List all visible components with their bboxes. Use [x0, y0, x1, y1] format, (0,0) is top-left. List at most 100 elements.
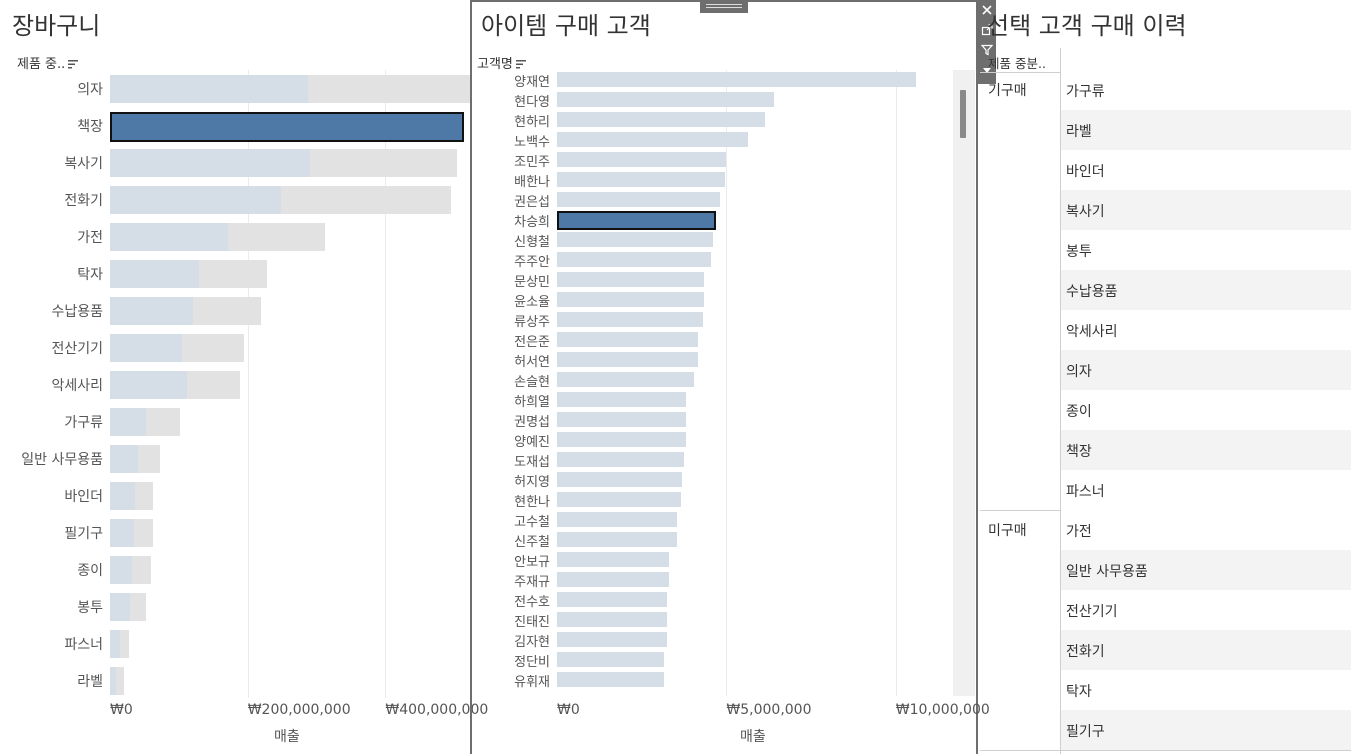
group-label[interactable]: 미구매	[988, 523, 1027, 539]
bar[interactable]	[557, 432, 686, 447]
bar-row[interactable]: 김자현	[472, 630, 950, 650]
customer-label[interactable]: 주재규	[514, 575, 550, 590]
bar-row[interactable]: 안보규	[472, 550, 950, 570]
bar-row[interactable]: 악세사리	[0, 366, 468, 403]
table-row[interactable]: 전산기기	[1061, 590, 1351, 630]
bar[interactable]	[557, 632, 668, 647]
bar[interactable]	[557, 592, 668, 607]
customer-label[interactable]: 진태진	[514, 615, 550, 630]
bar-row[interactable]: 류상주	[472, 310, 950, 330]
customer-label[interactable]: 허지영	[514, 475, 550, 490]
more-options-icon[interactable]	[978, 60, 996, 80]
bar-row[interactable]: 전은준	[472, 330, 950, 350]
bar[interactable]	[557, 532, 678, 547]
customer-label[interactable]: 조민주	[514, 155, 550, 170]
scrollbar-thumb[interactable]	[960, 90, 966, 138]
bar[interactable]	[557, 612, 668, 627]
bar-part[interactable]	[110, 407, 147, 436]
bar-row[interactable]: 가구류	[0, 403, 468, 440]
customer-label[interactable]: 류상주	[514, 315, 550, 330]
customer-label[interactable]: 노백수	[514, 135, 550, 150]
customer-label[interactable]: 권은섭	[514, 195, 550, 210]
bar-row[interactable]: 정단비	[472, 650, 950, 670]
customer-label[interactable]: 도재섭	[514, 455, 550, 470]
bar[interactable]	[557, 192, 720, 207]
bar-part[interactable]	[110, 444, 138, 473]
bar-row[interactable]: 전화기	[0, 181, 468, 218]
bar-part[interactable]	[110, 74, 309, 103]
bar-row[interactable]: 책장	[0, 107, 468, 144]
customer-label[interactable]: 하희열	[514, 395, 550, 410]
bar[interactable]	[557, 552, 669, 567]
bar-row[interactable]: 권명섭	[472, 410, 950, 430]
bar-row[interactable]: 권은섭	[472, 190, 950, 210]
category-label[interactable]: 바인더	[64, 488, 103, 505]
bar-part[interactable]	[110, 666, 117, 695]
bar[interactable]	[557, 512, 678, 527]
bar-row[interactable]: 필기구	[0, 514, 468, 551]
table-row[interactable]: 책장	[1061, 430, 1351, 470]
bar-row[interactable]: 배한나	[472, 170, 950, 190]
customer-label[interactable]: 유휘재	[514, 675, 550, 690]
bar[interactable]	[557, 72, 917, 87]
customer-label[interactable]: 허서연	[514, 355, 550, 370]
bar-row[interactable]: 전수호	[472, 590, 950, 610]
category-label[interactable]: 파스너	[64, 636, 103, 653]
bar-row[interactable]: 라벨	[0, 662, 468, 699]
table-row[interactable]: 파스너	[1061, 470, 1351, 510]
vertical-scrollbar[interactable]	[953, 70, 975, 696]
bar-row[interactable]: 도재섭	[472, 450, 950, 470]
category-label[interactable]: 악세사리	[51, 377, 103, 394]
bar-row[interactable]: 문상민	[472, 270, 950, 290]
bar-part[interactable]	[110, 629, 121, 658]
sort-icon[interactable]	[515, 60, 526, 69]
customer-label[interactable]: 전수호	[514, 595, 550, 610]
bar-selected[interactable]	[557, 211, 717, 230]
bar[interactable]	[557, 472, 683, 487]
bar[interactable]	[557, 92, 774, 107]
bar-part[interactable]	[110, 555, 133, 584]
customer-label[interactable]: 양재연	[514, 75, 550, 90]
bar[interactable]	[557, 652, 664, 667]
bar-row[interactable]: 유휘재	[472, 670, 950, 690]
filter-icon[interactable]	[978, 40, 996, 60]
table-row[interactable]: 봉투	[1061, 230, 1351, 270]
table-row[interactable]: 가전	[1061, 510, 1351, 550]
bar-row[interactable]: 전산기기	[0, 329, 468, 366]
bar-part[interactable]	[110, 185, 282, 214]
bar-row[interactable]: 주재규	[472, 570, 950, 590]
customer-label[interactable]: 현한나	[514, 495, 550, 510]
customer-label[interactable]: 권명섭	[514, 415, 550, 430]
bar[interactable]	[557, 572, 669, 587]
customer-label[interactable]: 현다영	[514, 95, 550, 110]
bar[interactable]	[557, 292, 705, 307]
bar-row[interactable]: 양재연	[472, 70, 950, 90]
customer-label[interactable]: 양예진	[514, 435, 550, 450]
bar-row[interactable]: 고수철	[472, 510, 950, 530]
bar-row[interactable]: 허지영	[472, 470, 950, 490]
customer-label[interactable]: 배한나	[514, 175, 550, 190]
bar[interactable]	[557, 672, 664, 687]
bar-row[interactable]: 의자	[0, 70, 471, 107]
customer-label[interactable]: 전은준	[514, 335, 550, 350]
bar[interactable]	[557, 112, 766, 127]
customer-label[interactable]: 차승희	[514, 215, 550, 230]
bar-row[interactable]: 손슬현	[472, 370, 950, 390]
bar-row[interactable]: 하희열	[472, 390, 950, 410]
table-row[interactable]: 필기구	[1061, 710, 1351, 750]
bar-row[interactable]: 조민주	[472, 150, 950, 170]
bar[interactable]	[557, 452, 685, 467]
customer-label[interactable]: 고수철	[514, 515, 550, 530]
category-label[interactable]: 종이	[77, 562, 103, 579]
bar-part[interactable]	[110, 148, 310, 177]
category-label[interactable]: 전화기	[64, 192, 103, 209]
table-row[interactable]: 라벨	[1061, 110, 1351, 150]
table-row[interactable]: 탁자	[1061, 670, 1351, 710]
category-label[interactable]: 수납용품	[51, 303, 103, 320]
table-row[interactable]: 악세사리	[1061, 310, 1351, 350]
category-label[interactable]: 탁자	[77, 266, 103, 283]
bar-row[interactable]: 차승희	[472, 210, 950, 230]
category-label[interactable]: 전산기기	[51, 340, 103, 357]
table-row[interactable]: 수납용품	[1061, 270, 1351, 310]
bar-row[interactable]: 가전	[0, 218, 468, 255]
